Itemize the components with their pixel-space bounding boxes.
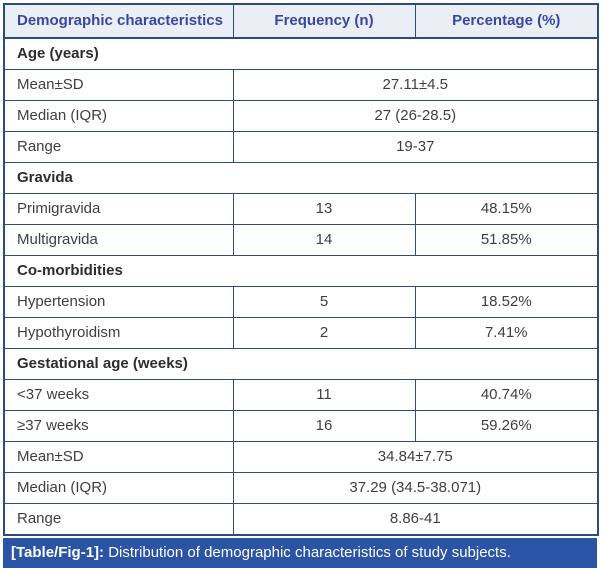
- row-label-cell: ≥37 weeks: [3, 410, 234, 442]
- table-row: <37 weeks 11 40.74%: [3, 379, 599, 411]
- row-label-cell: Hypothyroidism: [3, 317, 234, 349]
- value-cell: 19-37: [232, 131, 599, 163]
- value-cell: 34.84±7.75: [232, 441, 599, 473]
- header-row: Demographic characteristics Frequency (n…: [3, 3, 599, 39]
- row-label-cell: Primigravida: [3, 193, 234, 225]
- frequency-cell: 2: [232, 317, 416, 349]
- value-cell: 27 (26-28.5): [232, 100, 599, 132]
- table-body: Age (years) Mean±SD 27.11±4.5 Median (IQR) 2…: [3, 37, 599, 536]
- table-row: Median (IQR) 27 (26-28.5): [3, 100, 599, 132]
- section-row: Age (years): [3, 37, 599, 70]
- row-label-cell: Range: [3, 503, 234, 536]
- value-cell: 8.86-41: [232, 503, 599, 536]
- percentage-cell: 59.26%: [414, 410, 599, 442]
- column-header-frequency: Frequency (n): [232, 3, 416, 39]
- table-row: Median (IQR) 37.29 (34.5-38.071): [3, 472, 599, 504]
- percentage-cell: 40.74%: [414, 379, 599, 411]
- table-row: Mean±SD 34.84±7.75: [3, 441, 599, 473]
- section-row: Gravida: [3, 162, 599, 194]
- frequency-cell: 11: [232, 379, 416, 411]
- percentage-cell: 51.85%: [414, 224, 599, 256]
- percentage-cell: 7.41%: [414, 317, 599, 349]
- section-label: Co-morbidities: [3, 255, 599, 287]
- frequency-cell: 13: [232, 193, 416, 225]
- value-cell: 37.29 (34.5-38.071): [232, 472, 599, 504]
- section-row: Co-morbidities: [3, 255, 599, 287]
- table-row: ≥37 weeks 16 59.26%: [3, 410, 599, 442]
- frequency-cell: 16: [232, 410, 416, 442]
- section-label: Gravida: [3, 162, 599, 194]
- table-row: Hypothyroidism 2 7.41%: [3, 317, 599, 349]
- row-label-cell: Median (IQR): [3, 472, 234, 504]
- caption-tag: [Table/Fig-1]:: [11, 544, 105, 561]
- caption-text: Distribution of demographic characterist…: [104, 544, 511, 561]
- row-label-cell: Mean±SD: [3, 441, 234, 473]
- table-row: Range 19-37: [3, 131, 599, 163]
- percentage-cell: 18.52%: [414, 286, 599, 318]
- row-label-cell: Mean±SD: [3, 69, 234, 101]
- table-row: Range 8.86-41: [3, 503, 599, 536]
- row-label-cell: Hypertension: [3, 286, 234, 318]
- table-row: Multigravida 14 51.85%: [3, 224, 599, 256]
- percentage-cell: 48.15%: [414, 193, 599, 225]
- section-label: Age (years): [3, 37, 599, 70]
- frequency-cell: 14: [232, 224, 416, 256]
- column-header-percentage: Percentage (%): [414, 3, 599, 39]
- table-header: Demographic characteristics Frequency (n…: [3, 3, 599, 39]
- column-header-characteristics: Demographic characteristics: [3, 3, 234, 39]
- section-row: Gestational age (weeks): [3, 348, 599, 380]
- row-label-cell: Multigravida: [3, 224, 234, 256]
- value-cell: 27.11±4.5: [232, 69, 599, 101]
- row-label-cell: <37 weeks: [3, 379, 234, 411]
- table-row: Hypertension 5 18.52%: [3, 286, 599, 318]
- row-label-cell: Range: [3, 131, 234, 163]
- table-row: Mean±SD 27.11±4.5: [3, 69, 599, 101]
- table-caption: [Table/Fig-1]: Distribution of demograph…: [3, 538, 597, 568]
- section-label: Gestational age (weeks): [3, 348, 599, 380]
- table-row: Primigravida 13 48.15%: [3, 193, 599, 225]
- frequency-cell: 5: [232, 286, 416, 318]
- row-label-cell: Median (IQR): [3, 100, 234, 132]
- demographics-table: Demographic characteristics Frequency (n…: [3, 3, 599, 536]
